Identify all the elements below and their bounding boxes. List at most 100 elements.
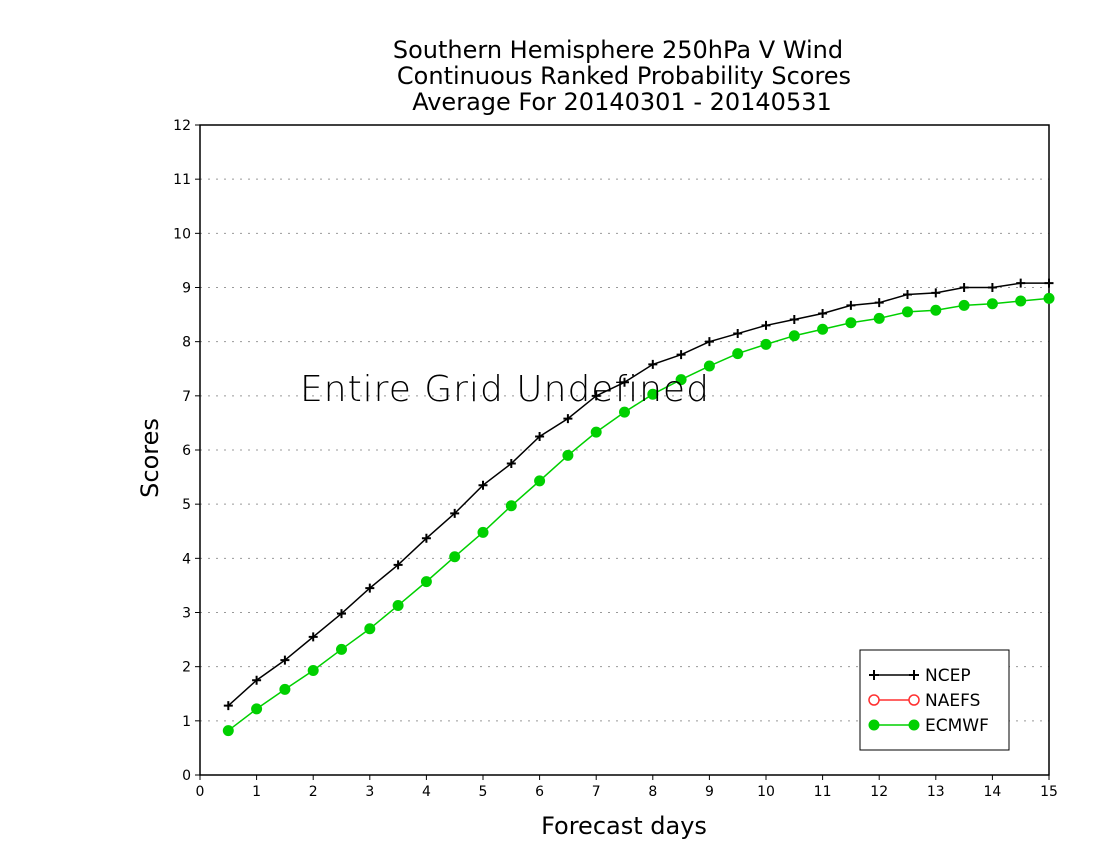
data-point — [506, 459, 516, 469]
x-tick-label: 0 — [196, 784, 205, 800]
data-point — [562, 449, 574, 461]
chart-title: Southern Hemisphere 250hPa V Wind Contin… — [393, 36, 851, 116]
x-tick-labels: 0 1 2 3 4 5 6 7 8 9 10 11 12 13 14 15 — [196, 784, 1058, 800]
y-tick-label: 7 — [182, 389, 191, 405]
chart-title-line-1: Southern Hemisphere 250hPa V Wind — [393, 36, 843, 64]
x-tick-label: 2 — [309, 784, 318, 800]
undefined-grid-annotation: Entire Grid Undefined — [300, 369, 710, 410]
y-tick-label: 11 — [173, 172, 191, 188]
data-point — [563, 414, 573, 424]
data-point — [817, 323, 829, 335]
y-tick-label: 12 — [173, 118, 191, 134]
data-point — [591, 391, 601, 401]
data-point — [1015, 295, 1027, 307]
data-point — [703, 360, 715, 372]
chart-title-line-3: Average For 20140301 - 20140531 — [412, 88, 832, 116]
data-point — [908, 719, 920, 731]
data-point — [619, 406, 630, 418]
data-point — [648, 359, 658, 369]
data-point — [789, 314, 799, 324]
axis-ticks — [195, 124, 1050, 780]
data-point — [845, 317, 857, 329]
data-point — [909, 670, 919, 680]
data-point — [421, 533, 431, 543]
x-axis-label: Forecast days — [541, 812, 707, 840]
data-point — [873, 312, 885, 324]
data-point — [337, 609, 346, 619]
x-tick-label: 9 — [705, 784, 714, 800]
data-point — [788, 330, 800, 342]
legend: NCEP NAEFS ECMWF — [859, 649, 1010, 751]
data-point — [931, 288, 941, 298]
x-tick-label: 3 — [365, 784, 374, 800]
series-ecmwf — [222, 292, 1055, 737]
x-tick-label: 6 — [535, 784, 544, 800]
series-group — [222, 278, 1055, 737]
y-tick-label: 5 — [182, 497, 191, 513]
grid — [200, 178, 1049, 722]
series-ncep — [223, 278, 1054, 711]
data-point — [987, 283, 997, 292]
data-point — [478, 480, 488, 490]
data-point — [223, 701, 233, 711]
data-point — [1016, 278, 1026, 288]
x-tick-label: 12 — [870, 784, 888, 800]
legend-label: ECMWF — [925, 716, 989, 736]
data-point — [869, 670, 879, 680]
data-point — [868, 694, 880, 706]
legend-items: NCEP NAEFS ECMWF — [868, 666, 989, 736]
data-point — [903, 290, 912, 300]
data-point — [392, 599, 404, 611]
data-point — [908, 694, 920, 706]
data-point — [1044, 278, 1054, 288]
x-tick-label: 11 — [814, 784, 832, 800]
x-tick-label: 10 — [757, 784, 775, 800]
data-point — [846, 300, 856, 310]
data-point — [450, 508, 460, 518]
x-tick-label: 14 — [983, 784, 1001, 800]
data-point — [818, 309, 828, 318]
data-point — [733, 329, 743, 339]
y-tick-label: 6 — [182, 443, 191, 459]
data-point — [1043, 292, 1055, 304]
data-point — [534, 475, 546, 487]
x-tick-label: 1 — [252, 784, 261, 800]
data-point — [535, 431, 545, 441]
legend-item-ncep: NCEP — [869, 666, 971, 686]
data-point — [761, 320, 771, 330]
legend-label: NAEFS — [925, 691, 980, 711]
data-point — [902, 306, 913, 318]
x-tick-label: 5 — [479, 784, 488, 800]
data-point — [958, 299, 970, 311]
data-point — [420, 576, 432, 588]
y-axis-label: Scores — [136, 418, 164, 498]
data-point — [930, 304, 942, 316]
legend-item-naefs: NAEFS — [868, 691, 980, 711]
chart-title-line-2: Continuous Ranked Probability Scores — [397, 62, 851, 90]
y-tick-label: 2 — [182, 660, 191, 676]
data-point — [364, 623, 376, 635]
series-line — [227, 282, 1049, 707]
data-point — [959, 283, 969, 292]
y-tick-label: 4 — [182, 551, 191, 567]
data-point — [704, 337, 714, 347]
data-point — [676, 350, 686, 360]
y-tick-label: 0 — [182, 768, 191, 784]
data-point — [252, 675, 262, 685]
data-point — [251, 703, 263, 715]
data-point — [505, 500, 517, 512]
data-point — [336, 643, 347, 655]
data-point — [279, 683, 291, 695]
data-point — [620, 377, 629, 387]
y-tick-label: 1 — [182, 714, 191, 730]
x-tick-label: 4 — [422, 784, 431, 800]
data-point — [760, 338, 772, 350]
data-point — [393, 560, 403, 570]
data-point — [675, 374, 687, 386]
legend-item-ecmwf: ECMWF — [868, 716, 989, 736]
data-point — [647, 388, 659, 400]
x-tick-label: 13 — [927, 784, 945, 800]
data-point — [590, 426, 602, 438]
y-tick-label: 9 — [182, 281, 191, 297]
